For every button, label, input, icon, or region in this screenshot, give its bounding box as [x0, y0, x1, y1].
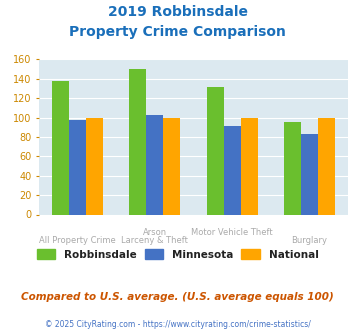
Bar — [318, 117, 335, 214]
Legend: Robbinsdale, Minnesota, National: Robbinsdale, Minnesota, National — [32, 245, 323, 264]
Text: © 2025 CityRating.com - https://www.cityrating.com/crime-statistics/: © 2025 CityRating.com - https://www.city… — [45, 320, 310, 329]
Bar — [129, 69, 146, 215]
Text: Larceny & Theft: Larceny & Theft — [121, 236, 188, 245]
Bar — [284, 122, 301, 214]
Text: Compared to U.S. average. (U.S. average equals 100): Compared to U.S. average. (U.S. average … — [21, 292, 334, 302]
Bar — [69, 119, 86, 214]
Bar — [86, 117, 103, 214]
Bar — [163, 117, 180, 214]
Bar — [224, 126, 241, 214]
Bar — [52, 81, 69, 214]
Text: Arson: Arson — [143, 228, 167, 237]
Bar — [241, 117, 258, 214]
Text: 2019 Robbinsdale: 2019 Robbinsdale — [108, 5, 247, 19]
Bar — [301, 134, 318, 214]
Text: Motor Vehicle Theft: Motor Vehicle Theft — [191, 228, 273, 237]
Text: Burglary: Burglary — [291, 236, 327, 245]
Bar — [207, 86, 224, 214]
Bar — [146, 115, 163, 214]
Text: All Property Crime: All Property Crime — [39, 236, 116, 245]
Text: Property Crime Comparison: Property Crime Comparison — [69, 25, 286, 39]
